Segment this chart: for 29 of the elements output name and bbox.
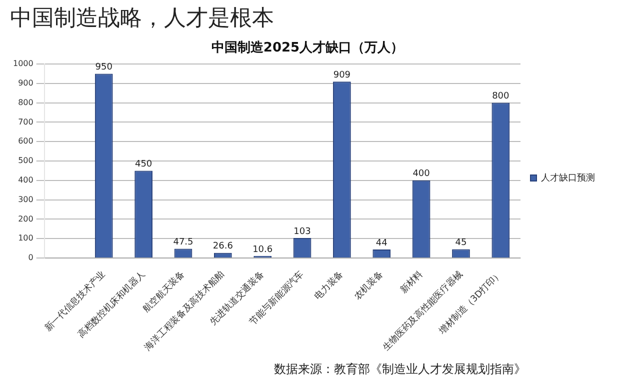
data-label: 103 <box>294 226 311 237</box>
data-label: 909 <box>333 70 351 80</box>
y-tick-label: 800 <box>18 98 34 107</box>
y-tick-label: 100 <box>18 234 34 243</box>
y-tick-label: 0 <box>28 253 34 262</box>
chart-title: 中国制造战略，人才是根本 <box>10 6 274 31</box>
legend-label: 人才缺口预测 <box>541 172 595 184</box>
y-tick-label: 600 <box>18 136 34 146</box>
y-tick-label: 1000 <box>13 59 34 68</box>
data-label: 26.6 <box>212 242 234 252</box>
chart-subtitle: 中国制造2025人才缺口（万人） <box>211 40 404 56</box>
y-tick-label: 700 <box>18 117 34 126</box>
y-tick-label: 400 <box>18 175 34 184</box>
x-tick-label: 新材料 <box>398 268 426 296</box>
x-tick-label: 农机装备 <box>352 268 386 302</box>
source-note: 数据来源：教育部《制造业人才发展规划指南》 <box>274 362 526 376</box>
y-tick-label: 900 <box>18 78 34 88</box>
data-label: 45 <box>455 238 467 248</box>
data-label: 10.6 <box>252 244 273 255</box>
data-label: 800 <box>492 92 510 102</box>
data-label: 44 <box>376 238 388 248</box>
data-label: 47.5 <box>173 238 194 248</box>
y-tick-label: 300 <box>18 194 34 204</box>
data-label: 950 <box>95 62 113 73</box>
y-tick-label: 200 <box>18 214 34 224</box>
y-tick-label: 500 <box>18 156 34 166</box>
data-label: 400 <box>412 169 430 180</box>
x-tick-label: 电力装备 <box>312 268 346 302</box>
data-label: 450 <box>134 160 152 170</box>
